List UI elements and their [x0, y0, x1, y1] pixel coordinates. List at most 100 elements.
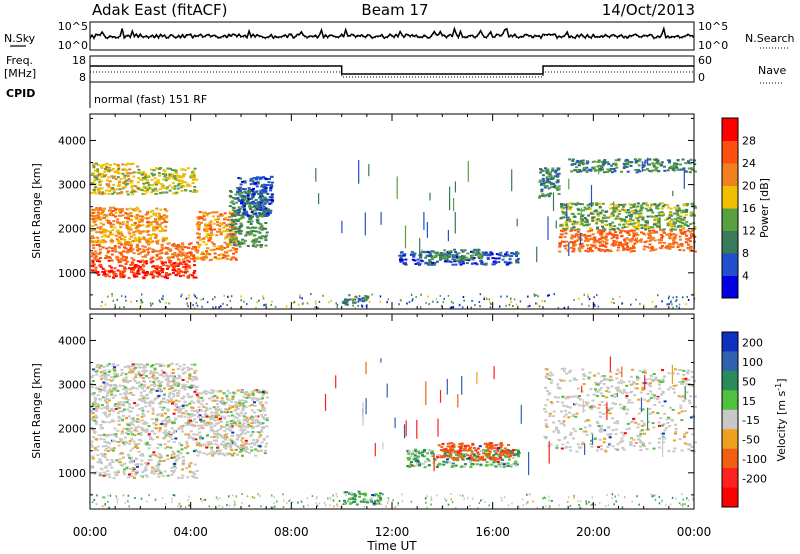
echo-cell	[104, 396, 108, 399]
echo-cell	[617, 241, 621, 244]
echo-cell	[92, 416, 95, 418]
echo-cell	[182, 403, 186, 406]
echo-cell	[189, 419, 192, 422]
echo-cell	[609, 225, 613, 228]
echo-cell	[101, 373, 105, 376]
streak-cell	[358, 159, 360, 184]
echo-cell	[548, 174, 552, 177]
echo-cell	[131, 365, 135, 368]
echo-cell	[181, 455, 185, 458]
echo-cell	[465, 256, 468, 259]
echo-cell	[105, 215, 109, 218]
echo-cell	[187, 433, 190, 436]
echo-cell	[235, 434, 239, 437]
echo-cell	[673, 228, 677, 231]
echo-cell	[583, 217, 587, 219]
echo-cell	[91, 252, 95, 255]
echo-cell	[243, 444, 247, 447]
echo-cell	[564, 232, 568, 235]
echo-cell	[210, 426, 214, 429]
echo-cell	[96, 170, 100, 173]
echo-cell	[626, 209, 630, 211]
echo-cell	[147, 447, 151, 450]
echo-cell	[155, 363, 158, 366]
ground-scatter-cell	[355, 295, 358, 298]
echo-cell	[264, 236, 268, 239]
echo-cell	[614, 242, 618, 245]
echo-cell	[205, 228, 209, 231]
echo-cell	[111, 187, 115, 189]
echo-cell	[264, 207, 268, 210]
echo-cell	[682, 249, 686, 252]
echo-cell	[576, 171, 580, 173]
echo-cell	[158, 252, 162, 255]
echo-cell	[243, 213, 247, 216]
echo-cell	[168, 418, 171, 421]
echo-cell	[474, 262, 478, 265]
echo-cell	[241, 188, 245, 190]
ground-scatter-cell	[212, 298, 214, 301]
echo-cell	[177, 180, 181, 183]
echo-cell	[121, 163, 125, 166]
echo-cell	[168, 391, 172, 394]
ground-scatter-cell	[610, 301, 613, 304]
echo-cell	[117, 420, 121, 422]
echo-cell	[166, 409, 170, 412]
echo-cell	[557, 185, 561, 188]
echo-cell	[174, 274, 178, 277]
echo-cell	[155, 272, 159, 275]
echo-cell	[151, 401, 155, 404]
echo-cell	[672, 241, 676, 244]
echo-cell	[258, 215, 261, 217]
echo-cell	[453, 256, 457, 259]
echo-cell	[176, 384, 180, 387]
echo-cell	[129, 391, 133, 394]
echo-cell	[241, 441, 245, 444]
ground-scatter-cell	[474, 304, 476, 306]
echo-cell	[203, 256, 207, 259]
echo-cell	[625, 242, 629, 244]
echo-cell	[661, 205, 665, 208]
echo-cell	[100, 176, 104, 178]
echo-cell	[192, 272, 196, 274]
echo-cell	[433, 261, 437, 264]
echo-cell	[595, 220, 599, 223]
echo-cell	[121, 234, 124, 237]
echo-cell	[161, 191, 165, 194]
echo-cell	[677, 217, 681, 220]
echo-cell	[112, 175, 116, 178]
echo-cell	[258, 409, 262, 412]
echo-cell	[92, 218, 96, 221]
echo-cell	[547, 187, 551, 190]
echo-cell	[265, 419, 269, 422]
echo-cell	[190, 415, 194, 418]
echo-cell	[685, 220, 689, 223]
echo-cell	[102, 241, 106, 244]
freq-label-2: [MHz]	[4, 67, 36, 80]
streak-cell	[429, 192, 431, 201]
echo-cell	[230, 400, 233, 403]
echo-cell	[242, 198, 246, 201]
ground-scatter-cell	[220, 305, 222, 308]
echo-cell	[189, 257, 193, 260]
echo-cell	[163, 221, 167, 224]
ground-scatter-cell	[670, 300, 672, 303]
echo-cell	[234, 258, 238, 261]
echo-cell	[108, 462, 112, 465]
echo-cell	[589, 208, 592, 211]
echo-cell	[164, 174, 168, 176]
echo-cell	[670, 219, 674, 222]
echo-cell	[94, 269, 98, 272]
echo-cell	[212, 215, 215, 218]
echo-cell	[229, 446, 233, 449]
echo-cell	[645, 203, 649, 206]
echo-cell	[251, 179, 255, 182]
echo-cell	[659, 246, 663, 249]
echo-cell	[619, 243, 623, 246]
echo-cell	[129, 244, 133, 247]
echo-cell	[220, 248, 224, 251]
echo-cell	[218, 452, 222, 455]
echo-cell	[106, 392, 110, 395]
echo-cell	[137, 366, 141, 369]
echo-cell	[144, 466, 148, 469]
